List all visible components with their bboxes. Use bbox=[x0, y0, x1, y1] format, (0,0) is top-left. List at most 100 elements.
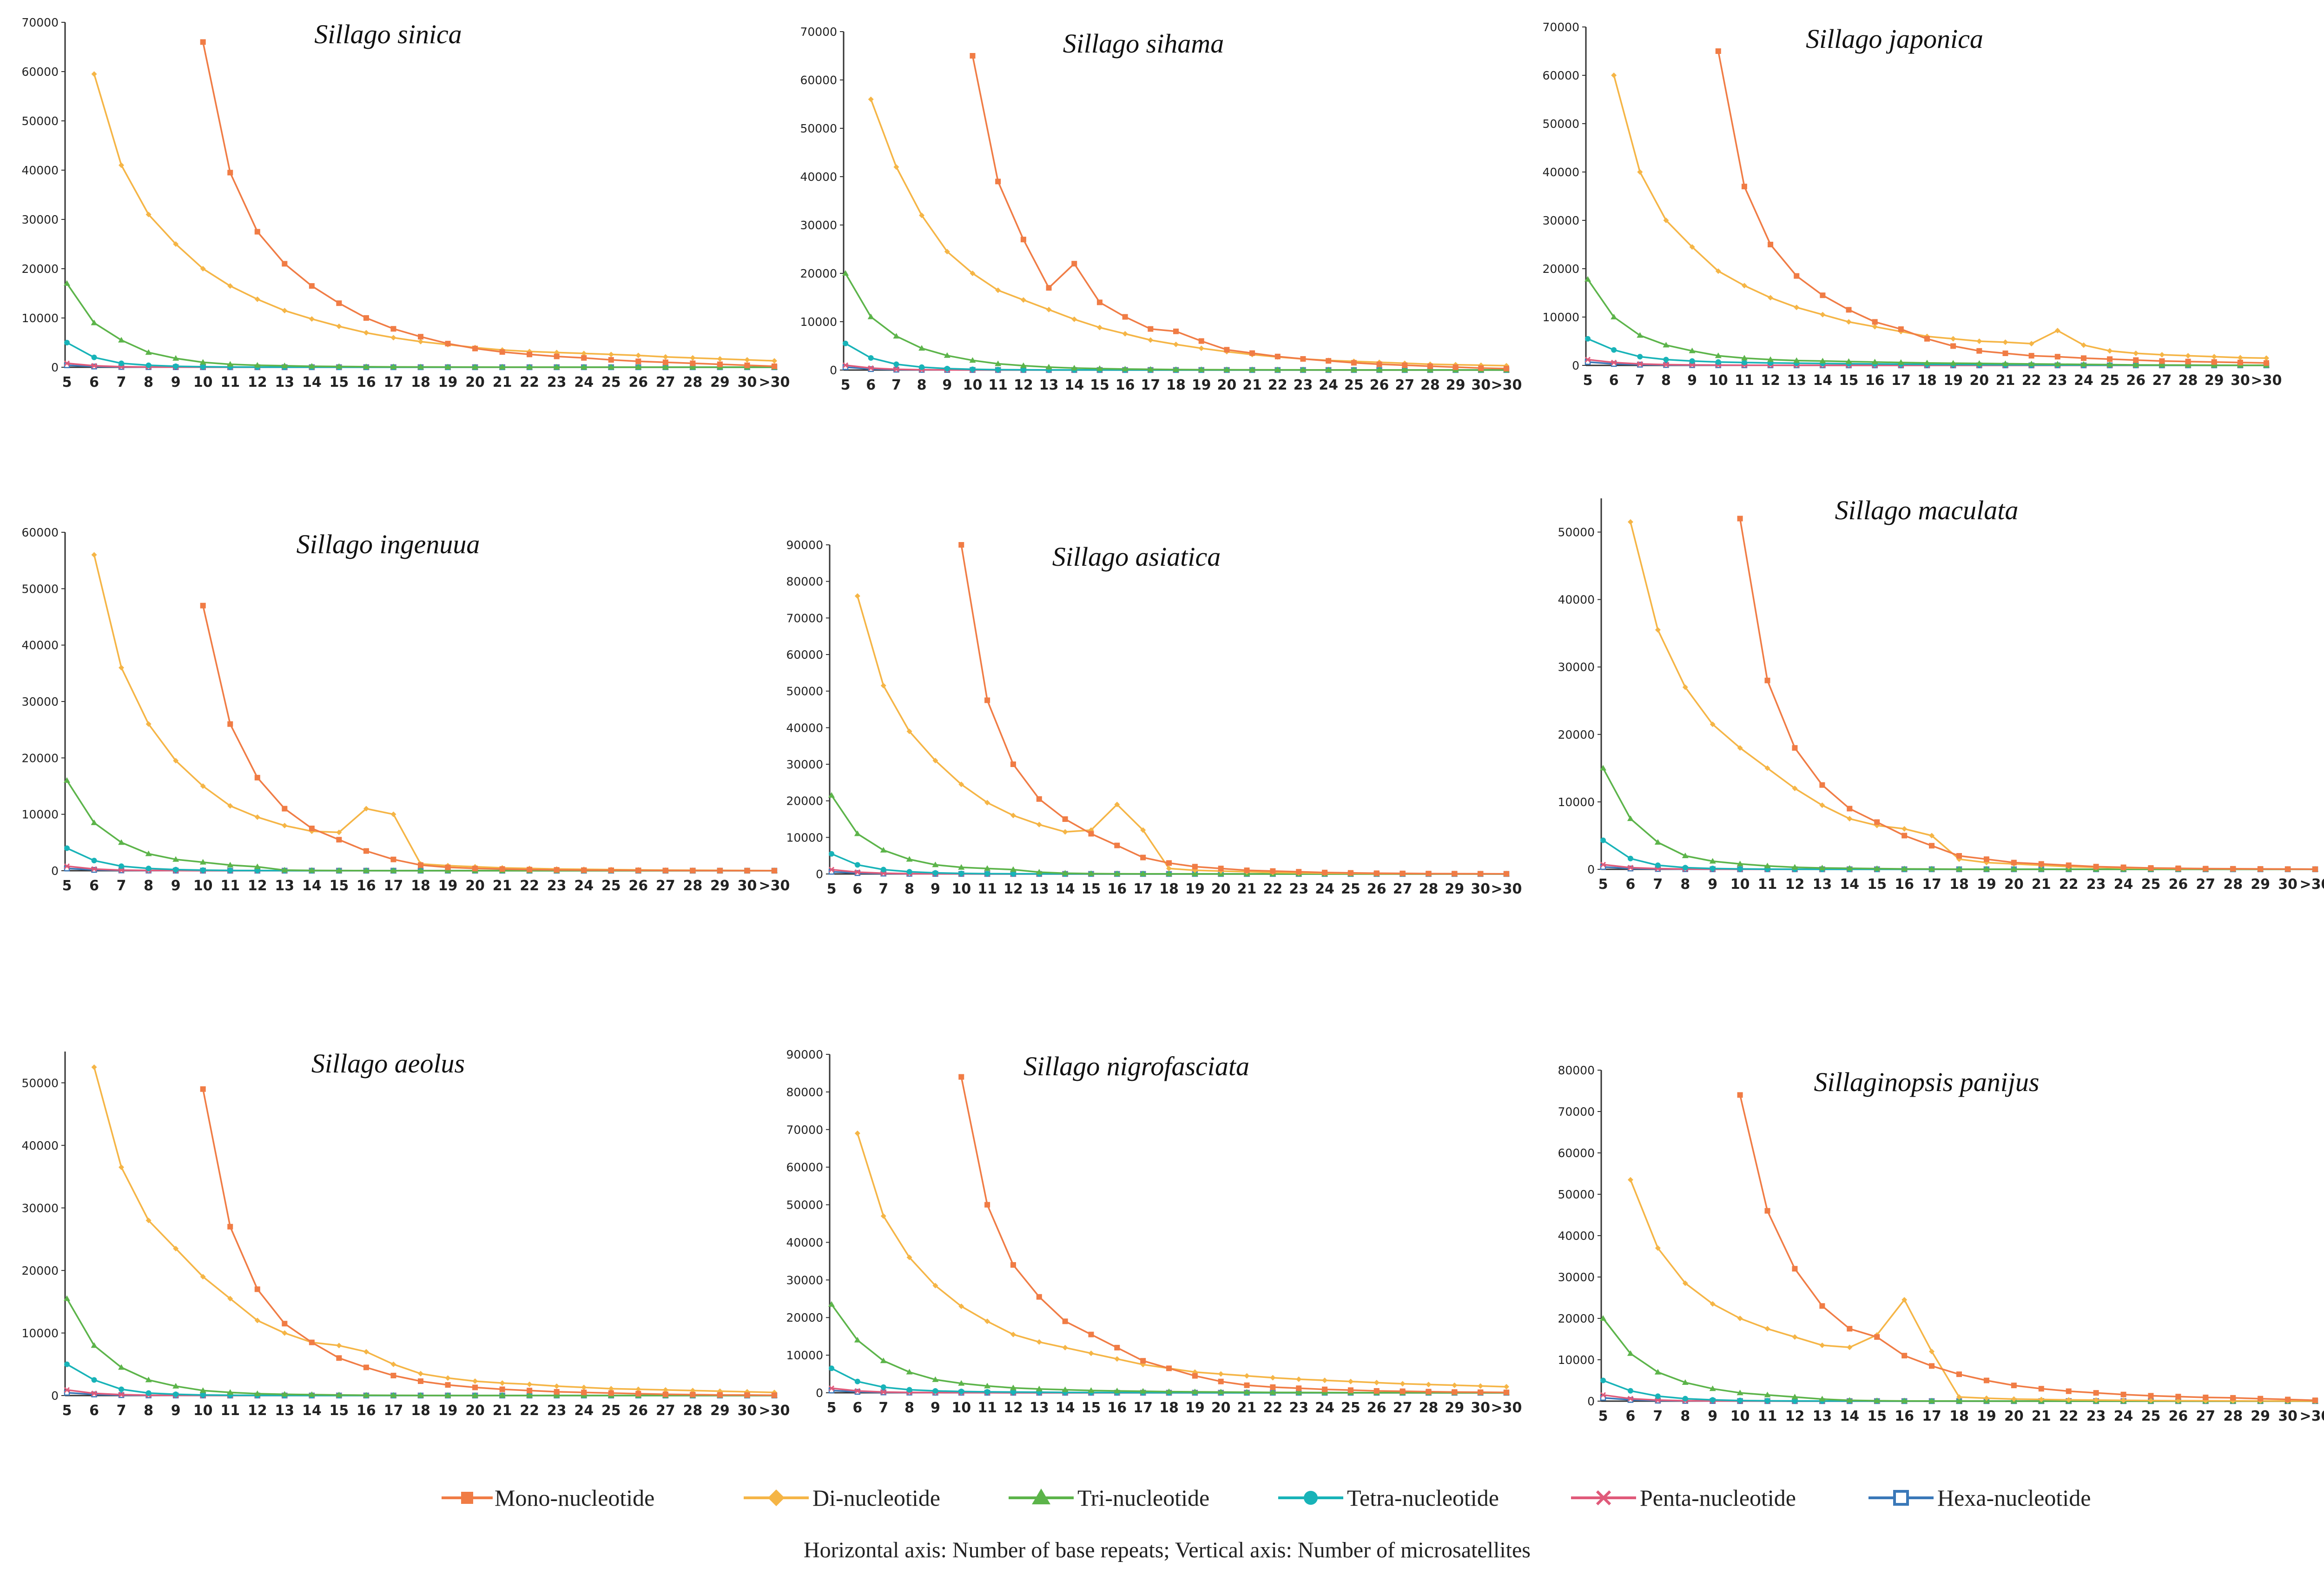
data-point bbox=[1140, 870, 1147, 876]
data-point bbox=[906, 728, 912, 735]
y-tick-label: 30000 bbox=[800, 218, 837, 232]
data-point bbox=[906, 869, 912, 875]
x-tick-label: 10 bbox=[963, 377, 983, 393]
data-point bbox=[1020, 367, 1026, 373]
x-tick-label: 25 bbox=[1344, 377, 1364, 393]
data-point bbox=[64, 845, 70, 851]
data-point bbox=[91, 1342, 98, 1348]
x-tick-label: 21 bbox=[1237, 881, 1257, 897]
x-tick-label: 18 bbox=[411, 374, 430, 390]
data-point bbox=[932, 758, 938, 764]
x-tick-label: 10 bbox=[1730, 876, 1750, 893]
series-di-nucleotide bbox=[1627, 1177, 2318, 1404]
x-tick-label: 10 bbox=[1730, 1408, 1750, 1424]
data-point bbox=[2011, 1396, 2017, 1402]
x-tick-label: 17 bbox=[1922, 876, 1941, 893]
x-tick-label: >30 bbox=[759, 374, 790, 390]
data-point bbox=[1401, 366, 1408, 372]
x-tick-label: 25 bbox=[601, 878, 621, 894]
data-point bbox=[1901, 826, 1908, 832]
x-tick-label: 15 bbox=[1082, 881, 1101, 897]
data-point bbox=[828, 867, 835, 873]
data-point bbox=[2011, 1383, 2017, 1389]
data-point bbox=[254, 774, 260, 781]
data-point bbox=[200, 1274, 206, 1280]
data-point bbox=[1637, 354, 1643, 360]
x-tick-label: 30 bbox=[738, 878, 757, 894]
data-point bbox=[1737, 1397, 1743, 1403]
data-point bbox=[363, 1349, 369, 1355]
data-point bbox=[1122, 314, 1128, 320]
x-tick-label: 7 bbox=[117, 374, 126, 390]
data-point bbox=[1114, 801, 1120, 807]
x-tick-label: 10 bbox=[193, 374, 213, 390]
data-point bbox=[282, 308, 288, 314]
data-point bbox=[1976, 348, 1982, 354]
data-point bbox=[932, 1283, 938, 1289]
data-point bbox=[1427, 363, 1433, 369]
data-point bbox=[970, 271, 976, 276]
data-point bbox=[1741, 184, 1747, 190]
x-tick-label: 9 bbox=[1708, 1408, 1717, 1424]
data-point bbox=[958, 1074, 964, 1080]
data-point bbox=[282, 261, 288, 267]
series-line bbox=[960, 544, 1507, 875]
data-point bbox=[995, 367, 1001, 373]
x-tick-label: 26 bbox=[2169, 876, 2188, 893]
data-point bbox=[1654, 839, 1661, 845]
data-point bbox=[843, 340, 848, 346]
x-tick-label: 25 bbox=[2100, 372, 2119, 389]
data-point bbox=[2054, 328, 2060, 334]
panel-title: Sillago ingenuua bbox=[297, 529, 480, 559]
x-tick-label: 24 bbox=[1319, 377, 1338, 393]
data-point bbox=[418, 1378, 423, 1384]
data-point bbox=[893, 361, 899, 367]
data-point bbox=[1956, 1371, 1962, 1377]
data-point bbox=[336, 363, 343, 369]
data-point bbox=[969, 357, 976, 363]
data-point bbox=[581, 1390, 587, 1396]
data-point bbox=[145, 212, 152, 218]
x-tick-label: 13 bbox=[1787, 372, 1806, 389]
series-mono-nucleotide bbox=[970, 53, 1509, 371]
x-tick-label: 17 bbox=[384, 1403, 403, 1419]
data-point bbox=[2107, 348, 2113, 354]
data-point bbox=[390, 364, 397, 370]
x-tick-label: 30 bbox=[738, 374, 757, 390]
data-point bbox=[1764, 1208, 1770, 1214]
y-tick-label: 20000 bbox=[786, 1311, 823, 1324]
data-point bbox=[970, 53, 976, 59]
y-tick-label: 20000 bbox=[21, 751, 59, 765]
data-point bbox=[91, 866, 97, 872]
chart-panel-sillaginopsis-panijus: 0 10000 20000 30000 40000 50000 60000 70000 8000… bbox=[1558, 1064, 2324, 1424]
data-point bbox=[1373, 1380, 1380, 1386]
x-tick-label: 25 bbox=[1341, 1400, 1360, 1416]
data-point bbox=[1874, 865, 1881, 871]
data-point bbox=[1426, 1382, 1432, 1388]
data-point bbox=[282, 1330, 288, 1336]
data-point bbox=[1611, 314, 1618, 319]
x-tick-label: 21 bbox=[2032, 1408, 2051, 1424]
data-point bbox=[944, 249, 950, 255]
data-point bbox=[282, 1321, 288, 1327]
data-point bbox=[1655, 862, 1661, 868]
data-point bbox=[417, 1392, 424, 1398]
x-tick-label: 7 bbox=[891, 377, 901, 393]
data-point bbox=[145, 1218, 152, 1224]
data-point bbox=[1600, 1377, 1606, 1383]
data-point bbox=[1166, 866, 1172, 872]
series-di-nucleotide bbox=[91, 71, 777, 364]
data-point bbox=[995, 360, 1002, 366]
data-point bbox=[254, 362, 261, 368]
panel-title: Sillago aeolus bbox=[311, 1048, 465, 1079]
data-point bbox=[1819, 802, 1825, 808]
data-point bbox=[958, 1303, 964, 1309]
data-point bbox=[308, 1391, 315, 1397]
data-point bbox=[64, 280, 70, 286]
data-point bbox=[1376, 361, 1382, 367]
y-tick-label: 80000 bbox=[786, 575, 823, 589]
x-tick-label: 24 bbox=[574, 374, 594, 390]
data-point bbox=[854, 1337, 861, 1343]
x-tick-label: 24 bbox=[1315, 881, 1334, 897]
x-tick-label: 13 bbox=[275, 1403, 294, 1419]
